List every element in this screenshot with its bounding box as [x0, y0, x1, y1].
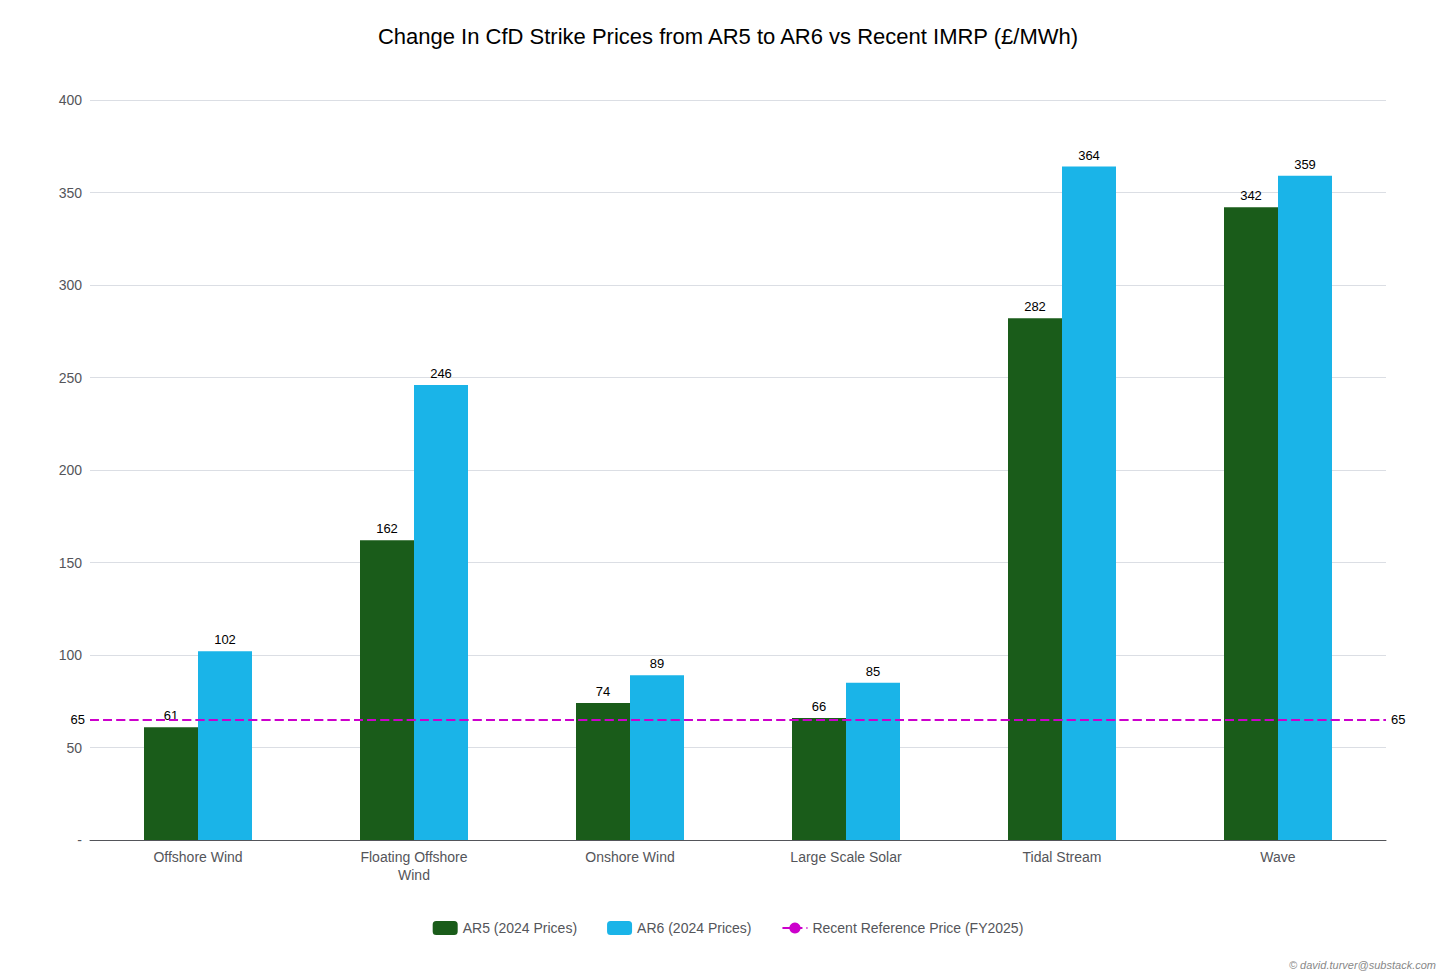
svg-text:85: 85: [866, 664, 880, 679]
svg-text:359: 359: [1294, 157, 1316, 172]
svg-text:282: 282: [1024, 299, 1046, 314]
svg-text:Offshore Wind: Offshore Wind: [153, 849, 242, 865]
svg-text:65: 65: [71, 712, 85, 727]
svg-text:65: 65: [1391, 712, 1405, 727]
svg-text:350: 350: [59, 185, 83, 201]
svg-text:50: 50: [66, 740, 82, 756]
svg-text:342: 342: [1240, 188, 1262, 203]
svg-text:AR6 (2024 Prices): AR6 (2024 Prices): [637, 920, 751, 936]
svg-text:61: 61: [163, 708, 179, 724]
svg-text:-: -: [77, 832, 82, 848]
svg-text:66: 66: [812, 699, 826, 714]
svg-text:Onshore Wind: Onshore Wind: [585, 849, 674, 865]
svg-text:364: 364: [1078, 148, 1100, 163]
svg-text:102: 102: [214, 632, 236, 647]
svg-text:89: 89: [650, 656, 664, 671]
svg-text:Change In CfD Strike Prices fr: Change In CfD Strike Prices from AR5 to …: [378, 24, 1078, 49]
svg-text:Tidal Stream: Tidal Stream: [1023, 849, 1102, 865]
svg-text:Large Scale Solar: Large Scale Solar: [790, 849, 902, 865]
svg-text:400: 400: [59, 92, 83, 108]
svg-text:Recent Reference Price (FY2025: Recent Reference Price (FY2025): [812, 920, 1023, 936]
svg-text:250: 250: [59, 370, 83, 386]
svg-text:Floating Offshore: Floating Offshore: [360, 849, 467, 865]
svg-text:© david.turver@substack.com: © david.turver@substack.com: [1289, 959, 1436, 971]
svg-text:100: 100: [59, 647, 83, 663]
svg-text:200: 200: [59, 462, 83, 478]
svg-text:74: 74: [596, 684, 610, 699]
svg-text:300: 300: [59, 277, 83, 293]
svg-text:162: 162: [376, 521, 398, 536]
svg-text:Wind: Wind: [398, 867, 430, 883]
svg-text:246: 246: [430, 366, 452, 381]
svg-text:Wave: Wave: [1260, 849, 1295, 865]
svg-text:150: 150: [59, 555, 83, 571]
svg-text:AR5 (2024 Prices): AR5 (2024 Prices): [463, 920, 577, 936]
